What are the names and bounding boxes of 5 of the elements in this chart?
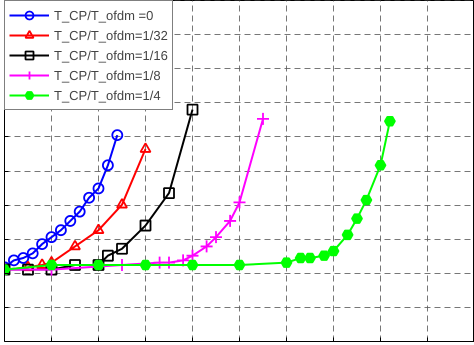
legend-label: T_CP/T_ofdm =0 — [54, 6, 154, 25]
legend-label: T_CP/T_ofdm=1/4 — [54, 86, 161, 105]
legend-label: T_CP/T_ofdm=1/32 — [54, 26, 168, 45]
legend-label: T_CP/T_ofdm=1/8 — [54, 66, 161, 85]
legend-label: T_CP/T_ofdm=1/16 — [54, 46, 168, 65]
